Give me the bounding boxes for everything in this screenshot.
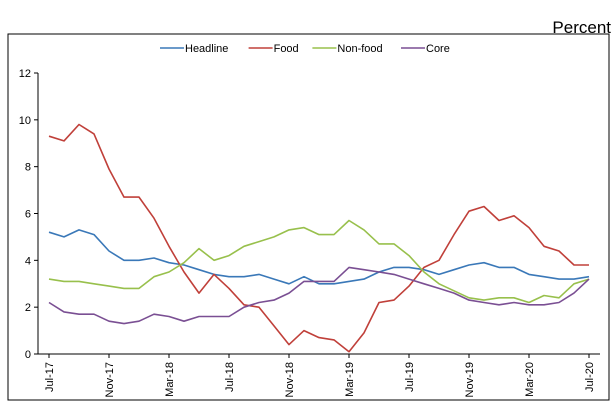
x-tick-label: Jul-18 (224, 362, 236, 392)
legend-label-core: Core (426, 43, 450, 55)
y-tick-label: 4 (25, 255, 31, 267)
x-tick-label: Mar-18 (164, 362, 176, 397)
y-tick-label: 12 (19, 68, 31, 80)
series-line-headline (48, 229, 590, 285)
y-tick-label: 6 (25, 209, 31, 221)
x-tick-label: Nov-19 (464, 362, 476, 397)
y-tick-label: 0 (25, 349, 31, 361)
legend-label-headline: Headline (185, 43, 228, 55)
x-tick-label: Jul-20 (584, 362, 596, 392)
legend-label-non-food: Non-food (337, 43, 382, 55)
unit-label: Percent (552, 18, 611, 37)
y-tick-label: 10 (19, 115, 31, 127)
x-tick-label: Mar-19 (344, 362, 356, 397)
x-tick-label: Jul-19 (404, 362, 416, 392)
x-tick-label: Jul-17 (44, 362, 56, 392)
x-tick-label: Nov-18 (284, 362, 296, 397)
series-line-food (48, 123, 589, 353)
chart-frame (7, 33, 610, 401)
y-tick-label: 2 (25, 302, 31, 314)
series-line-non-food (48, 219, 590, 304)
y-tick-label: 8 (25, 162, 31, 174)
x-tick-label: Nov-17 (104, 362, 116, 397)
legend-label-food: Food (274, 43, 299, 55)
series-line-core (48, 266, 590, 325)
x-tick-label: Mar-20 (524, 362, 536, 397)
